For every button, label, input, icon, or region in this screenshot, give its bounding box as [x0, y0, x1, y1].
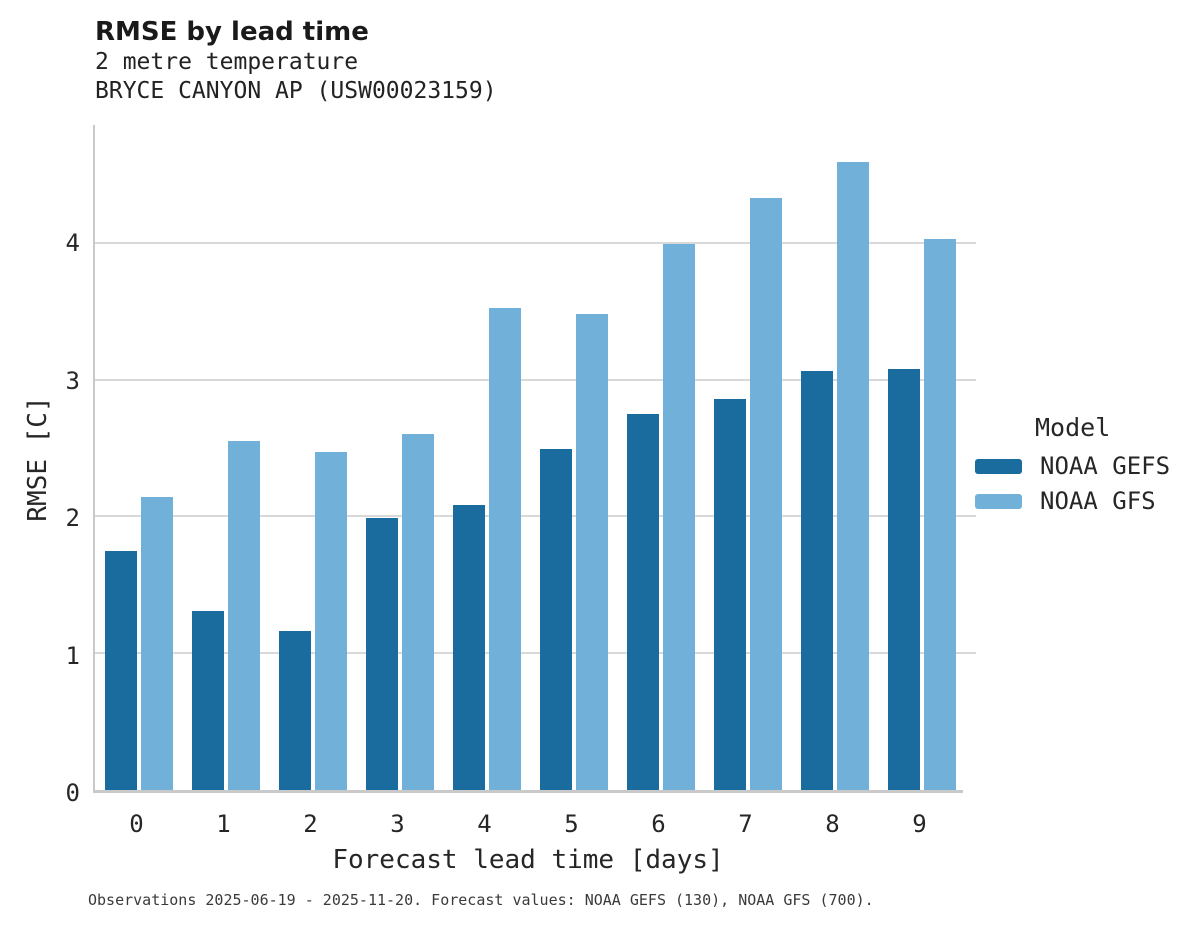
bar-noaa-gfs-lead-9 — [923, 238, 956, 790]
bar-group-lead-9 — [878, 125, 965, 790]
chart-title: RMSE by lead time — [95, 17, 369, 47]
bar-noaa-gefs-lead-4 — [452, 505, 485, 790]
x-tick-label-8: 8 — [825, 810, 840, 838]
x-tick-label-9: 9 — [912, 810, 927, 838]
gridline-y-3 — [95, 378, 977, 381]
legend-swatch-icon — [975, 458, 1022, 474]
y-tick-label-2: 2 — [65, 504, 80, 533]
bar-noaa-gfs-lead-0 — [140, 497, 173, 790]
bar-group-lead-1 — [182, 125, 269, 790]
gridline-y-2 — [95, 515, 977, 518]
gridline-y-4 — [95, 241, 977, 244]
legend-item-noaa-gefs: NOAA GEFS — [975, 452, 1190, 480]
chart-subtitle-station: BRYCE CANYON AP (USW00023159) — [95, 78, 497, 104]
bar-noaa-gfs-lead-1 — [227, 441, 260, 790]
bar-group-lead-6 — [617, 125, 704, 790]
bar-noaa-gfs-lead-7 — [749, 197, 782, 790]
bar-noaa-gfs-lead-6 — [662, 244, 695, 790]
legend-swatch-icon — [975, 493, 1022, 509]
bar-group-lead-8 — [791, 125, 878, 790]
bar-noaa-gefs-lead-7 — [713, 398, 746, 790]
bar-group-lead-5 — [530, 125, 617, 790]
chart-header: RMSE by lead time 2 metre temperature BR… — [95, 16, 497, 106]
caption-text: Observations 2025-06-19 - 2025-11-20. Fo… — [88, 891, 874, 909]
bar-noaa-gefs-lead-9 — [887, 368, 920, 790]
legend-item-noaa-gfs: NOAA GFS — [975, 487, 1190, 515]
bar-noaa-gfs-lead-4 — [488, 308, 521, 790]
plot-area — [93, 125, 977, 793]
x-tick-label-7: 7 — [738, 810, 753, 838]
x-tick-label-1: 1 — [216, 810, 231, 838]
x-tick-label-0: 0 — [129, 810, 144, 838]
x-tick-label-6: 6 — [651, 810, 666, 838]
x-axis-tick-labels: 0 1 2 3 4 5 6 7 8 9 — [93, 810, 963, 842]
bar-noaa-gfs-lead-5 — [575, 313, 608, 790]
bar-noaa-gfs-lead-8 — [836, 161, 869, 790]
bar-noaa-gefs-lead-2 — [278, 631, 311, 790]
legend: Model NOAA GEFS NOAA GFS — [975, 413, 1190, 524]
bar-group-lead-3 — [356, 125, 443, 790]
x-tick-label-2: 2 — [303, 810, 318, 838]
bar-noaa-gfs-lead-3 — [401, 434, 434, 790]
x-tick-label-4: 4 — [477, 810, 492, 838]
bar-noaa-gefs-lead-3 — [365, 517, 398, 790]
x-axis-title: Forecast lead time [days] — [332, 845, 724, 875]
x-tick-label-5: 5 — [564, 810, 579, 838]
bar-noaa-gefs-lead-8 — [800, 371, 833, 790]
y-tick-label-0: 0 — [65, 779, 80, 807]
y-tick-label-1: 1 — [65, 641, 80, 670]
bar-group-lead-7 — [704, 125, 791, 790]
y-tick-label-4: 4 — [65, 229, 80, 258]
legend-items: NOAA GEFS NOAA GFS — [975, 452, 1190, 515]
bar-noaa-gefs-lead-5 — [539, 449, 572, 790]
bar-noaa-gefs-lead-1 — [191, 610, 224, 790]
chart-subtitle-variable: 2 metre temperature — [95, 49, 359, 75]
bar-noaa-gefs-lead-0 — [104, 550, 137, 790]
y-tick-label-3: 3 — [65, 366, 80, 395]
bar-group-lead-2 — [269, 125, 356, 790]
bar-noaa-gfs-lead-2 — [314, 452, 347, 790]
legend-label: NOAA GFS — [1040, 487, 1156, 515]
x-tick-label-3: 3 — [390, 810, 405, 838]
gridline-y-1 — [95, 652, 977, 655]
bar-noaa-gefs-lead-6 — [626, 413, 659, 790]
legend-title: Model — [1035, 413, 1111, 442]
bar-group-lead-4 — [443, 125, 530, 790]
y-axis-tick-labels: 0 1 2 3 4 — [0, 125, 84, 805]
bar-group-lead-0 — [95, 125, 182, 790]
legend-label: NOAA GEFS — [1040, 452, 1171, 480]
